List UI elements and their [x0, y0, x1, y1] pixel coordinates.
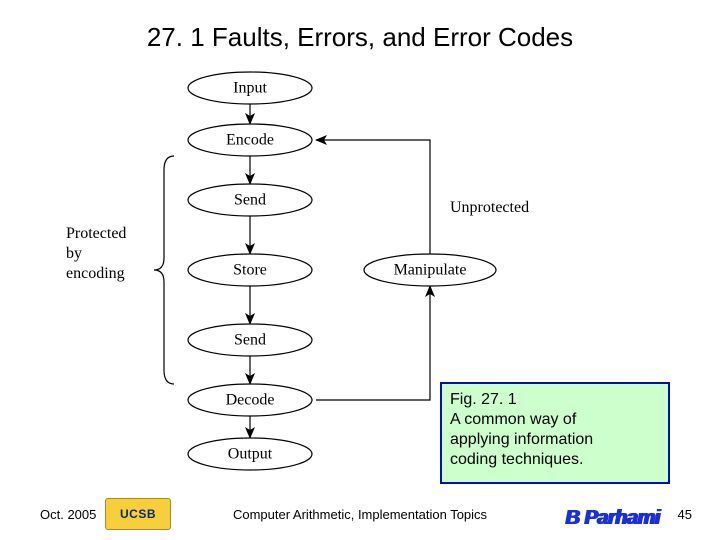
svg-text:Store: Store [233, 262, 267, 279]
svg-text:Send: Send [234, 192, 266, 209]
caption-line: Fig. 27. 1 [450, 390, 660, 410]
svg-text:Unprotected: Unprotected [450, 199, 529, 216]
caption-line: A common way of [450, 410, 660, 430]
footer-page-number: 45 [678, 507, 692, 522]
figure-caption: Fig. 27. 1A common way ofapplying inform… [440, 382, 670, 484]
svg-text:by: by [66, 245, 82, 262]
author-badge: B Parhami [566, 507, 660, 530]
svg-text:Output: Output [228, 446, 273, 463]
svg-text:Send: Send [234, 332, 266, 349]
svg-text:encoding: encoding [66, 265, 125, 282]
caption-line: applying information [450, 430, 660, 450]
svg-text:Manipulate: Manipulate [394, 262, 467, 279]
svg-text:Encode: Encode [226, 132, 274, 149]
caption-line: coding techniques. [450, 450, 660, 470]
svg-text:Input: Input [233, 80, 267, 97]
svg-text:Protected: Protected [66, 225, 126, 242]
svg-text:Decode: Decode [226, 392, 275, 409]
slide-footer: Oct. 2005 UCSB Computer Arithmetic, Impl… [0, 494, 720, 528]
slide-title: 27. 1 Faults, Errors, and Error Codes [60, 22, 660, 53]
